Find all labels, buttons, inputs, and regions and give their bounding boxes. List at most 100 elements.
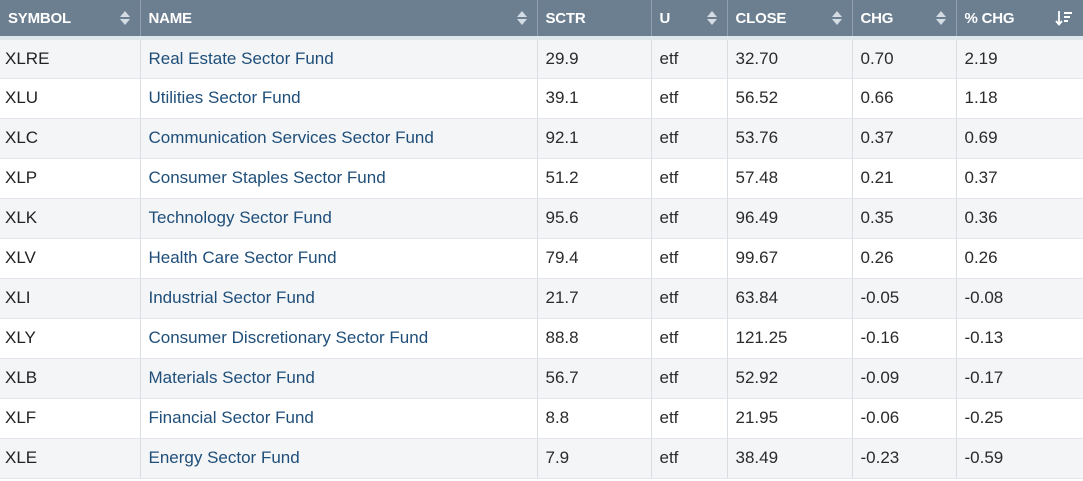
cell-u: etf xyxy=(651,438,728,479)
cell-name[interactable]: Consumer Staples Sector Fund xyxy=(140,158,538,199)
cell-sctr: 29.9 xyxy=(537,38,652,79)
table-row[interactable]: XLU Utilities Sector Fund 39.1 etf 56.52 0.66… xyxy=(0,78,1083,119)
table-row[interactable]: XLV Health Care Sector Fund 79.4 etf 99.67 0.… xyxy=(0,238,1083,279)
table-row[interactable]: XLI Industrial Sector Fund 21.7 etf 63.84 -0.… xyxy=(0,278,1083,319)
cell-sctr: 39.1 xyxy=(537,78,652,119)
cell-sctr: 8.8 xyxy=(537,398,652,439)
cell-symbol: XLC xyxy=(0,118,141,159)
cell-name[interactable]: Energy Sector Fund xyxy=(140,438,538,479)
table-row[interactable]: XLF Financial Sector Fund 8.8 etf 21.95 -0.06… xyxy=(0,398,1083,439)
fund-name-link[interactable]: Industrial Sector Fund xyxy=(148,288,315,307)
cell-name[interactable]: Technology Sector Fund xyxy=(140,198,538,239)
cell-close: 63.84 xyxy=(727,278,853,319)
column-header-label: NAME xyxy=(148,9,193,27)
cell-u: etf xyxy=(651,198,728,239)
cell-chg: -0.05 xyxy=(852,278,957,319)
cell-name[interactable]: Communication Services Sector Fund xyxy=(140,118,538,159)
cell-u: etf xyxy=(651,318,728,359)
sort-both-icon[interactable] xyxy=(935,10,946,26)
cell-name[interactable]: Health Care Sector Fund xyxy=(140,238,538,279)
cell-chg: 0.35 xyxy=(852,198,957,239)
sort-both-icon[interactable] xyxy=(831,10,842,26)
cell-chg: -0.23 xyxy=(852,438,957,479)
cell-close: 57.48 xyxy=(727,158,853,199)
cell-close: 38.49 xyxy=(727,438,853,479)
cell-name[interactable]: Industrial Sector Fund xyxy=(140,278,538,319)
fund-name-link[interactable]: Utilities Sector Fund xyxy=(148,88,301,107)
cell-chg: 0.37 xyxy=(852,118,957,159)
table-row[interactable]: XLK Technology Sector Fund 95.6 etf 96.49 0.3… xyxy=(0,198,1083,239)
column-header-close[interactable]: CLOSE xyxy=(727,0,853,40)
cell-close: 121.25 xyxy=(727,318,853,359)
table-row[interactable]: XLB Materials Sector Fund 56.7 etf 52.92 -0.0… xyxy=(0,358,1083,399)
column-header-label: CHG xyxy=(860,9,894,27)
column-header-label: SYMBOL xyxy=(8,9,71,27)
table-row[interactable]: XLY Consumer Discretionary Sector Fund 88.… xyxy=(0,318,1083,359)
cell-pct-chg: 1.18 xyxy=(956,78,1083,119)
fund-name-link[interactable]: Energy Sector Fund xyxy=(148,448,300,467)
fund-name-link[interactable]: Technology Sector Fund xyxy=(148,208,332,227)
fund-name-link[interactable]: Financial Sector Fund xyxy=(148,408,314,427)
table-body: XLRE Real Estate Sector Fund 29.9 etf 32.70 0… xyxy=(0,38,1083,479)
cell-symbol: XLY xyxy=(0,318,141,359)
cell-name[interactable]: Consumer Discretionary Sector Fund xyxy=(140,318,538,359)
cell-sctr: 79.4 xyxy=(537,238,652,279)
table-row[interactable]: XLRE Real Estate Sector Fund 29.9 etf 32.70 0… xyxy=(0,38,1083,79)
table-row[interactable]: XLE Energy Sector Fund 7.9 etf 38.49 -0.23 -0.… xyxy=(0,438,1083,479)
column-header-label: % CHG xyxy=(964,9,1015,27)
cell-sctr: 21.7 xyxy=(537,278,652,319)
sort-both-icon[interactable] xyxy=(706,10,717,26)
fund-name-link[interactable]: Health Care Sector Fund xyxy=(148,248,337,267)
cell-close: 56.52 xyxy=(727,78,853,119)
fund-name-link[interactable]: Materials Sector Fund xyxy=(148,368,315,387)
fund-name-link[interactable]: Consumer Discretionary Sector Fund xyxy=(148,328,429,347)
cell-close: 96.49 xyxy=(727,198,853,239)
cell-pct-chg: -0.08 xyxy=(956,278,1083,319)
cell-pct-chg: 0.69 xyxy=(956,118,1083,159)
column-header-sctr[interactable]: SCTR xyxy=(537,0,652,40)
sort-both-icon[interactable] xyxy=(119,10,130,26)
fund-name-link[interactable]: Communication Services Sector Fund xyxy=(148,128,434,147)
cell-name[interactable]: Real Estate Sector Fund xyxy=(140,38,538,79)
cell-sctr: 56.7 xyxy=(537,358,652,399)
column-header-label: SCTR xyxy=(545,9,586,27)
cell-pct-chg: 0.26 xyxy=(956,238,1083,279)
cell-pct-chg: -0.59 xyxy=(956,438,1083,479)
sort-descending-icon[interactable] xyxy=(1055,10,1073,26)
cell-symbol: XLB xyxy=(0,358,141,399)
table-row[interactable]: XLP Consumer Staples Sector Fund 51.2 etf 57… xyxy=(0,158,1083,199)
sort-both-icon[interactable] xyxy=(516,10,527,26)
column-header-chg[interactable]: CHG xyxy=(852,0,957,40)
table-row[interactable]: XLC Communication Services Sector Fund 92.… xyxy=(0,118,1083,159)
column-header-pct-chg[interactable]: % CHG xyxy=(956,0,1083,40)
column-header-name[interactable]: NAME xyxy=(140,0,538,40)
fund-name-link[interactable]: Real Estate Sector Fund xyxy=(148,48,334,68)
cell-pct-chg: -0.13 xyxy=(956,318,1083,359)
cell-name[interactable]: Financial Sector Fund xyxy=(140,398,538,439)
cell-chg: -0.06 xyxy=(852,398,957,439)
column-header-u[interactable]: U xyxy=(651,0,728,40)
fund-name-link[interactable]: Consumer Staples Sector Fund xyxy=(148,168,386,187)
cell-sctr: 88.8 xyxy=(537,318,652,359)
cell-pct-chg: 0.36 xyxy=(956,198,1083,239)
cell-u: etf xyxy=(651,358,728,399)
cell-u: etf xyxy=(651,238,728,279)
cell-u: etf xyxy=(651,118,728,159)
cell-chg: -0.09 xyxy=(852,358,957,399)
cell-chg: 0.70 xyxy=(852,38,957,79)
cell-close: 53.76 xyxy=(727,118,853,159)
cell-pct-chg: 2.19 xyxy=(956,38,1083,79)
cell-pct-chg: -0.25 xyxy=(956,398,1083,439)
cell-chg: 0.21 xyxy=(852,158,957,199)
cell-u: etf xyxy=(651,158,728,199)
column-header-symbol[interactable]: SYMBOL xyxy=(0,0,141,40)
column-header-label: CLOSE xyxy=(735,9,787,27)
cell-name[interactable]: Materials Sector Fund xyxy=(140,358,538,399)
cell-name[interactable]: Utilities Sector Fund xyxy=(140,78,538,119)
cell-symbol: XLV xyxy=(0,238,141,279)
cell-pct-chg: -0.17 xyxy=(956,358,1083,399)
cell-u: etf xyxy=(651,78,728,119)
cell-close: 21.95 xyxy=(727,398,853,439)
cell-symbol: XLP xyxy=(0,158,141,199)
